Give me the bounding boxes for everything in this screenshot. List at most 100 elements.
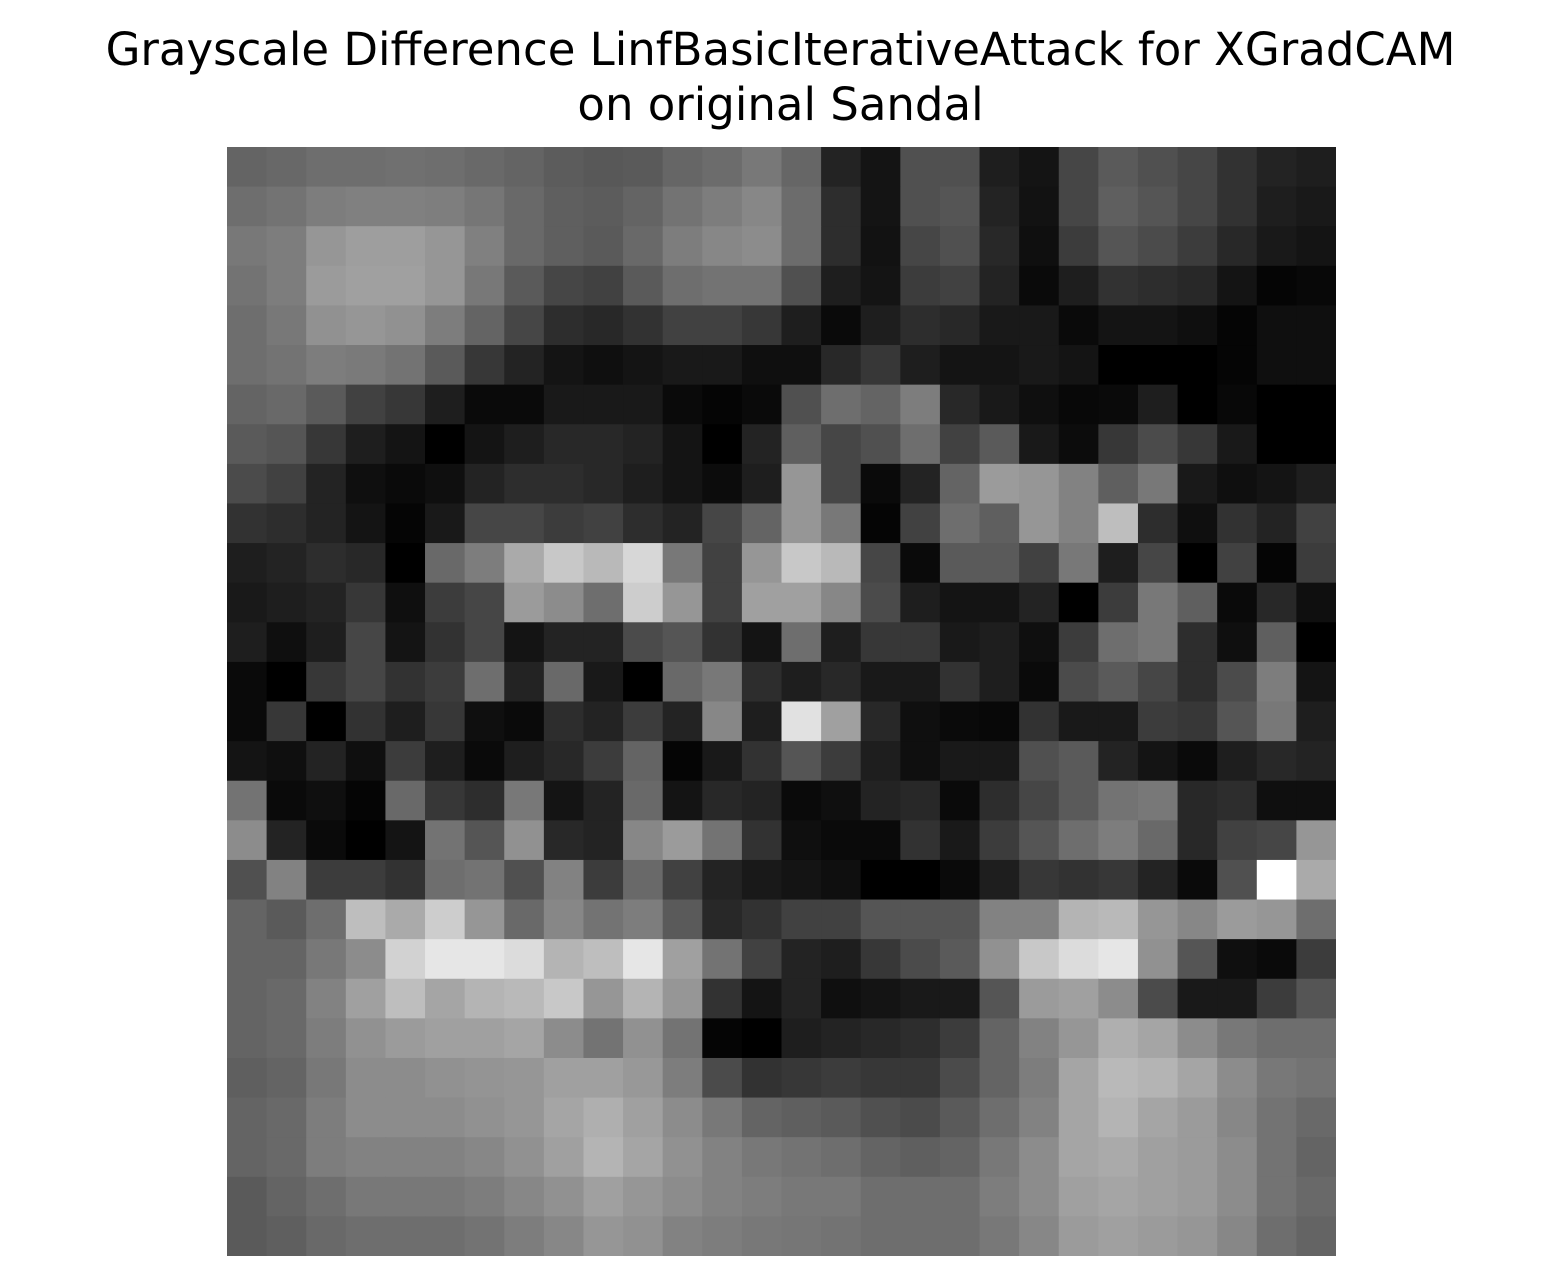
heatmap-cell-r18-c9 xyxy=(583,859,624,901)
heatmap-cell-r23-c23 xyxy=(1137,1057,1179,1099)
heatmap-cell-r2-c0 xyxy=(227,226,268,267)
heatmap-cell-r23-c8 xyxy=(543,1057,585,1099)
heatmap-cell-r17-c19 xyxy=(979,820,1020,861)
heatmap-cell-r16-c4 xyxy=(385,780,426,821)
heatmap-cell-r19-c9 xyxy=(583,899,624,940)
heatmap-cell-r19-c5 xyxy=(425,899,466,940)
heatmap-cell-r18-c4 xyxy=(385,859,426,901)
heatmap-cell-r5-c11 xyxy=(662,345,703,386)
heatmap-cell-r26-c10 xyxy=(623,1176,664,1217)
heatmap-cell-r3-c3 xyxy=(345,265,387,307)
heatmap-cell-r20-c7 xyxy=(504,939,545,980)
heatmap-cell-r6-c27 xyxy=(1296,384,1336,425)
heatmap-cell-r18-c27 xyxy=(1296,859,1336,901)
heatmap-cell-r2-c19 xyxy=(979,226,1020,267)
heatmap-cell-r23-c9 xyxy=(583,1057,624,1099)
heatmap-cell-r17-c1 xyxy=(266,820,307,861)
heatmap-cell-r15-c5 xyxy=(425,741,466,782)
heatmap-cell-r18-c3 xyxy=(345,859,387,901)
heatmap-cell-r19-c10 xyxy=(623,899,664,940)
heatmap-cell-r22-c12 xyxy=(702,1018,743,1059)
heatmap-cell-r18-c26 xyxy=(1256,859,1297,901)
heatmap-cell-r13-c1 xyxy=(266,661,307,703)
heatmap-cell-r13-c11 xyxy=(662,661,703,703)
heatmap-cell-r3-c27 xyxy=(1296,265,1336,307)
heatmap-cell-r3-c23 xyxy=(1137,265,1179,307)
heatmap-cell-r25-c12 xyxy=(702,1137,743,1178)
heatmap-cell-r1-c13 xyxy=(741,186,783,227)
heatmap-cell-r20-c3 xyxy=(345,939,387,980)
heatmap-cell-r26-c17 xyxy=(900,1176,941,1217)
heatmap-cell-r14-c23 xyxy=(1137,701,1179,742)
heatmap-cell-r13-c15 xyxy=(821,661,862,703)
heatmap-cell-r2-c12 xyxy=(702,226,743,267)
heatmap-cell-r26-c25 xyxy=(1217,1176,1258,1217)
heatmap-cell-r9-c7 xyxy=(504,503,545,544)
heatmap-cell-r3-c17 xyxy=(900,265,941,307)
heatmap-cell-r25-c25 xyxy=(1217,1137,1258,1178)
heatmap-cell-r7-c26 xyxy=(1256,424,1297,465)
chart-title: Grayscale Difference LinfBasicIterativeA… xyxy=(0,22,1561,132)
heatmap-cell-r6-c2 xyxy=(306,384,347,425)
heatmap-cell-r26-c8 xyxy=(543,1176,585,1217)
heatmap-cell-r4-c5 xyxy=(425,305,466,346)
heatmap-cell-r24-c23 xyxy=(1137,1097,1179,1138)
heatmap-cell-r7-c12 xyxy=(702,424,743,465)
heatmap-cell-r23-c25 xyxy=(1217,1057,1258,1099)
heatmap-cell-r5-c4 xyxy=(385,345,426,386)
heatmap-cell-r8-c6 xyxy=(464,463,505,505)
heatmap-cell-r8-c27 xyxy=(1296,463,1336,505)
heatmap-cell-r4-c12 xyxy=(702,305,743,346)
heatmap-cell-r1-c21 xyxy=(1058,186,1099,227)
heatmap-cell-r3-c25 xyxy=(1217,265,1258,307)
heatmap-cell-r9-c11 xyxy=(662,503,703,544)
heatmap-cell-r27-c25 xyxy=(1217,1216,1258,1256)
heatmap-cell-r13-c20 xyxy=(1019,661,1060,703)
heatmap-cell-r17-c5 xyxy=(425,820,466,861)
heatmap-cell-r0-c18 xyxy=(939,147,981,188)
heatmap-cell-r22-c7 xyxy=(504,1018,545,1059)
heatmap-cell-r9-c27 xyxy=(1296,503,1336,544)
heatmap-cell-r0-c8 xyxy=(543,147,585,188)
heatmap-cell-r18-c24 xyxy=(1177,859,1218,901)
heatmap-cell-r7-c16 xyxy=(860,424,901,465)
heatmap-cell-r0-c15 xyxy=(821,147,862,188)
heatmap-cell-r5-c14 xyxy=(781,345,822,386)
heatmap-cell-r8-c18 xyxy=(939,463,981,505)
heatmap-cell-r15-c1 xyxy=(266,741,307,782)
heatmap-cell-r27-c0 xyxy=(227,1216,268,1256)
heatmap-cell-r18-c2 xyxy=(306,859,347,901)
heatmap-cell-r16-c27 xyxy=(1296,780,1336,821)
heatmap-cell-r15-c21 xyxy=(1058,741,1099,782)
heatmap-cell-r25-c3 xyxy=(345,1137,387,1178)
heatmap-cell-r6-c6 xyxy=(464,384,505,425)
heatmap-cell-r25-c19 xyxy=(979,1137,1020,1178)
heatmap-cell-r17-c15 xyxy=(821,820,862,861)
heatmap-cell-r25-c9 xyxy=(583,1137,624,1178)
heatmap-cell-r17-c6 xyxy=(464,820,505,861)
heatmap-cell-r12-c27 xyxy=(1296,622,1336,663)
heatmap-cell-r16-c19 xyxy=(979,780,1020,821)
heatmap-cell-r12-c3 xyxy=(345,622,387,663)
heatmap-cell-r24-c8 xyxy=(543,1097,585,1138)
heatmap-cell-r15-c24 xyxy=(1177,741,1218,782)
heatmap-cell-r25-c23 xyxy=(1137,1137,1179,1178)
heatmap-cell-r9-c26 xyxy=(1256,503,1297,544)
heatmap-cell-r21-c1 xyxy=(266,978,307,1019)
heatmap-cell-r8-c17 xyxy=(900,463,941,505)
heatmap-cell-r3-c18 xyxy=(939,265,981,307)
heatmap-cell-r15-c25 xyxy=(1217,741,1258,782)
heatmap-cell-r6-c16 xyxy=(860,384,901,425)
heatmap-cell-r8-c3 xyxy=(345,463,387,505)
heatmap-cell-r12-c7 xyxy=(504,622,545,663)
heatmap-cell-r23-c3 xyxy=(345,1057,387,1099)
heatmap-cell-r25-c2 xyxy=(306,1137,347,1178)
heatmap-cell-r18-c0 xyxy=(227,859,268,901)
heatmap-cell-r24-c6 xyxy=(464,1097,505,1138)
heatmap-cell-r21-c20 xyxy=(1019,978,1060,1019)
heatmap-cell-r8-c25 xyxy=(1217,463,1258,505)
heatmap-cell-r0-c3 xyxy=(345,147,387,188)
heatmap-cell-r14-c22 xyxy=(1098,701,1139,742)
heatmap-cell-r10-c14 xyxy=(781,543,822,584)
heatmap-cell-r22-c23 xyxy=(1137,1018,1179,1059)
